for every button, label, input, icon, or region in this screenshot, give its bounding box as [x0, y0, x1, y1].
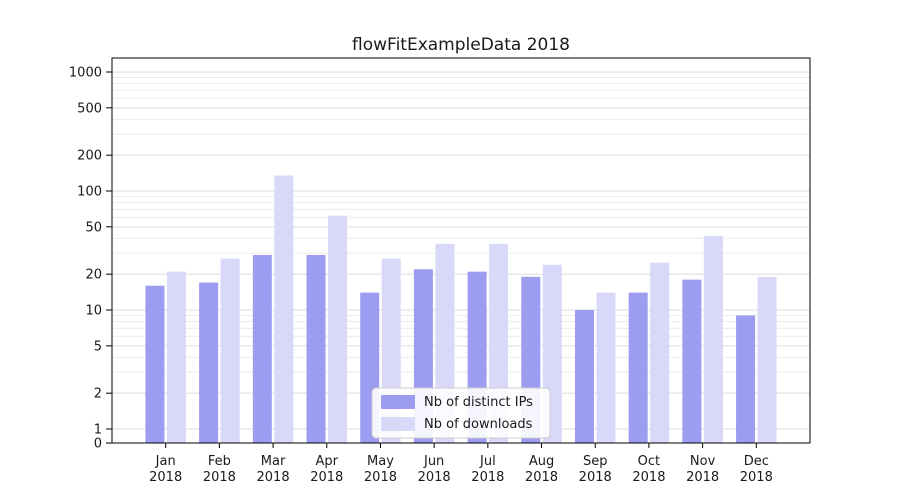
x-tick-label-year-sep: 2018 [579, 470, 612, 485]
x-tick-label-month-aug: Aug [529, 454, 554, 469]
x-tick-label-year-jun: 2018 [418, 470, 451, 485]
bar-downloads-oct [650, 262, 670, 443]
x-tick-label-year-jan: 2018 [149, 470, 182, 485]
bar-distinct-ips-mar [252, 254, 272, 443]
x-tick-label-year-jul: 2018 [471, 470, 504, 485]
bar-distinct-ips-nov [682, 279, 702, 443]
x-tick-label-month-jul: Jul [479, 454, 496, 469]
x-tick-label-year-oct: 2018 [632, 470, 665, 485]
x-tick-label-month-jun: Jun [423, 454, 444, 469]
y-tick-label-1: 1 [94, 423, 102, 438]
y-tick-label-500: 500 [77, 101, 102, 116]
y-tick-label-100: 100 [77, 185, 102, 200]
x-tick-label-month-sep: Sep [583, 454, 608, 469]
legend-box [371, 387, 551, 439]
bar-distinct-ips-sep [574, 310, 594, 443]
legend-swatch-downloads [381, 417, 415, 431]
x-axis-ticks: Jan2018Feb2018Mar2018Apr2018May2018Jun20… [149, 443, 773, 485]
bar-downloads-mar [274, 175, 294, 443]
x-tick-label-year-mar: 2018 [257, 470, 290, 485]
x-tick-label-month-oct: Oct [638, 454, 660, 469]
y-tick-label-2: 2 [94, 387, 102, 402]
bar-downloads-jan [166, 271, 186, 443]
bar-downloads-nov [703, 235, 723, 443]
bar-downloads-apr [328, 215, 348, 443]
x-tick-label-month-may: May [367, 454, 394, 469]
legend: Nb of distinct IPs Nb of downloads [371, 387, 551, 439]
bar-downloads-sep [596, 292, 616, 443]
chart-title: flowFitExampleData 2018 [352, 35, 570, 55]
y-tick-label-1000: 1000 [69, 66, 102, 81]
x-tick-label-year-may: 2018 [364, 470, 397, 485]
y-tick-label-5: 5 [94, 339, 102, 354]
x-tick-label-year-dec: 2018 [740, 470, 773, 485]
x-tick-label-month-dec: Dec [744, 454, 769, 469]
bar-distinct-ips-oct [628, 292, 648, 443]
bar-distinct-ips-feb [199, 282, 219, 443]
bar-downloads-feb [220, 258, 240, 443]
x-tick-label-year-feb: 2018 [203, 470, 236, 485]
y-tick-label-50: 50 [85, 220, 102, 235]
x-tick-label-year-aug: 2018 [525, 470, 558, 485]
x-tick-label-month-nov: Nov [690, 454, 716, 469]
bar-distinct-ips-jan [145, 285, 165, 443]
x-tick-label-month-apr: Apr [316, 454, 339, 469]
x-tick-label-year-apr: 2018 [310, 470, 343, 485]
x-tick-label-year-nov: 2018 [686, 470, 719, 485]
bar-distinct-ips-apr [306, 254, 326, 443]
bar-downloads-dec [757, 276, 777, 443]
y-axis-ticks: 01 2 5 10 20 50 100 200 500 1000 [69, 66, 112, 452]
x-tick-label-month-jan: Jan [155, 454, 176, 469]
plot-border [111, 57, 811, 444]
legend-swatch-distinct-ips [381, 395, 415, 409]
x-tick-label-month-feb: Feb [208, 454, 231, 469]
y-tick-label-0: 0 [94, 437, 102, 452]
bars-group [145, 175, 777, 443]
legend-label-distinct-ips: Nb of distinct IPs [424, 395, 533, 410]
y-tick-label-10: 10 [85, 304, 102, 319]
x-tick-label-month-mar: Mar [261, 454, 286, 469]
y-tick-label-200: 200 [77, 149, 102, 164]
y-tick-label-20: 20 [85, 268, 102, 283]
legend-label-downloads: Nb of downloads [424, 417, 533, 432]
bar-distinct-ips-dec [736, 315, 756, 443]
